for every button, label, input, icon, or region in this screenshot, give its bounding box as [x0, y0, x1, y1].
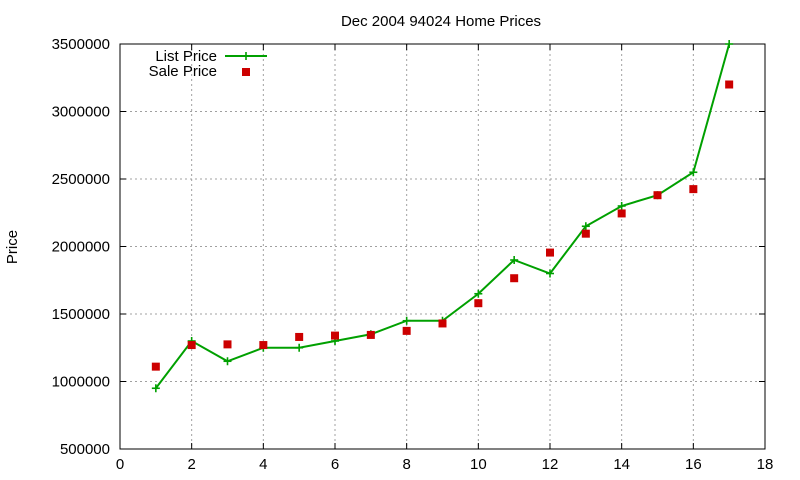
y-tick-label: 2500000: [52, 171, 110, 188]
sale-price-point: [617, 209, 626, 218]
x-tick-label: 10: [470, 456, 487, 473]
x-tick-label: 12: [542, 456, 559, 473]
sale-price-point: [187, 341, 196, 350]
legend-marker-sale-price: [242, 68, 250, 76]
sale-price-point: [689, 185, 698, 194]
x-tick-label: 18: [757, 456, 774, 473]
x-tick-label: 8: [402, 456, 410, 473]
chart-title: Dec 2004 94024 Home Prices: [341, 13, 541, 30]
y-tick-label: 2000000: [52, 239, 110, 256]
list-price-point: [617, 202, 626, 210]
list-price-point: [546, 269, 554, 278]
y-tick-label: 1500000: [52, 306, 110, 323]
sale-price-point: [653, 191, 662, 200]
x-tick-label: 2: [187, 456, 195, 473]
sale-price-point: [259, 341, 268, 350]
axis-ticks: [119, 43, 766, 450]
list-price-point: [510, 256, 519, 264]
x-tick-label: 6: [331, 456, 339, 473]
sale-price-point: [331, 331, 339, 340]
sale-price-point: [474, 299, 483, 308]
sale-price-point: [151, 362, 160, 371]
x-tick-label: 4: [259, 456, 267, 473]
sale-price-point: [510, 274, 519, 283]
list-price-line: [155, 43, 731, 389]
list-price-point: [581, 222, 590, 231]
legend-label-sale-price: Sale Price: [149, 63, 217, 80]
series: [151, 40, 734, 393]
grid: [120, 44, 765, 449]
y-tick-label: 500000: [60, 441, 110, 458]
y-tick-labels: 500000 1000000 1500000 2000000 2500000 300000…: [52, 36, 110, 458]
x-tick-labels: 0 2 4 6 8 10 12 14 16 18: [116, 456, 774, 473]
legend-marker-list-price: [242, 52, 250, 60]
list-price-point: [402, 316, 411, 325]
list-price-point: [295, 343, 304, 352]
sale-price-point: [725, 80, 734, 89]
sale-price-point: [438, 319, 447, 328]
legend-label-list-price: List Price: [155, 48, 217, 65]
list-price-point: [689, 168, 698, 177]
legend: List Price Sale Price: [149, 48, 267, 80]
sale-price-point: [402, 326, 411, 335]
y-tick-label: 1000000: [52, 374, 110, 391]
sale-price-point: [366, 330, 375, 339]
x-tick-label: 16: [685, 456, 702, 473]
sale-price-point: [546, 248, 554, 257]
y-axis-label: Price: [4, 230, 21, 264]
x-tick-label: 14: [613, 456, 630, 473]
list-price-point: [725, 40, 734, 48]
list-price-point: [223, 357, 232, 366]
list-price-point: [151, 384, 160, 393]
sale-price-point: [295, 332, 304, 341]
y-tick-label: 3500000: [52, 36, 110, 53]
list-price-point: [474, 289, 483, 298]
sale-price-point: [223, 340, 232, 349]
sale-price-point: [581, 229, 590, 238]
x-tick-label: 0: [116, 456, 124, 473]
y-tick-label: 3000000: [52, 104, 110, 121]
